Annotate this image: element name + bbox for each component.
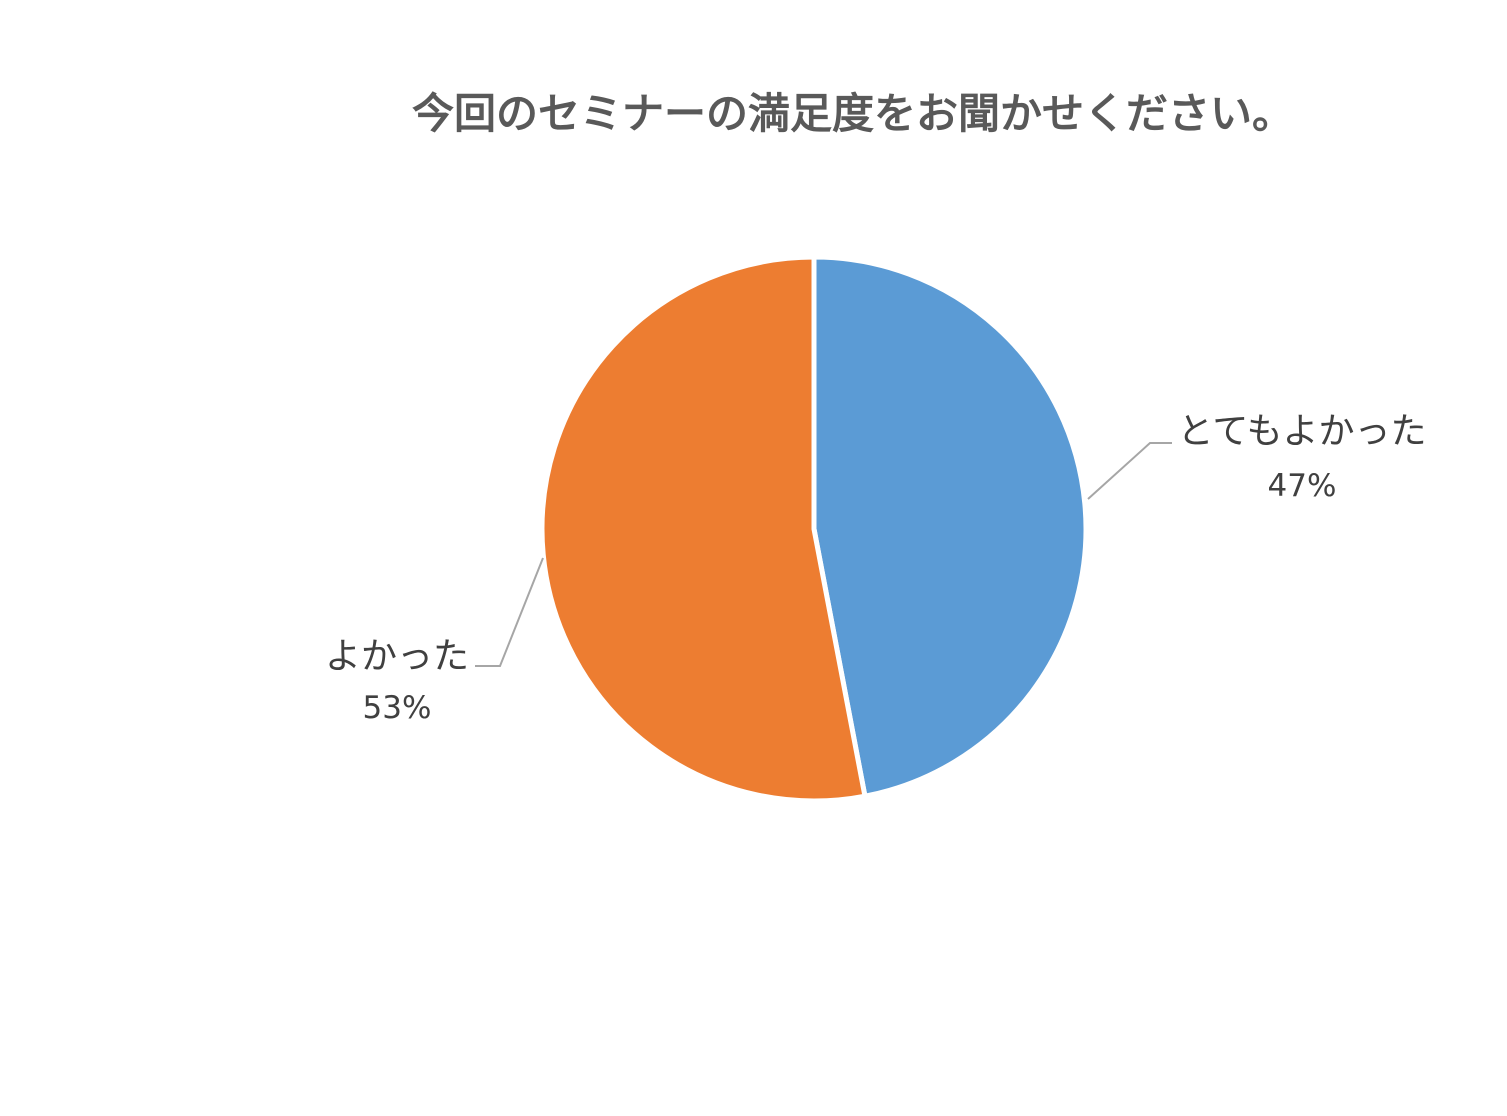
data-label-category-2: よかった <box>325 636 469 677</box>
data-label-category-1: とてもよかった <box>1177 411 1426 452</box>
pie-slice-2 <box>539 254 868 804</box>
data-label-group-2: よかった 53% <box>325 636 469 726</box>
leader-line-1 <box>1087 442 1172 500</box>
pie-slices <box>539 254 1089 804</box>
leader-lines <box>475 442 1172 667</box>
chart-title: 今回のセミナーの満足度をお聞かせください。 <box>412 89 1294 138</box>
data-label-percent-1: 47% <box>1268 468 1337 504</box>
leader-line-2 <box>475 557 544 667</box>
data-label-percent-2: 53% <box>363 690 432 726</box>
data-label-group-1: とてもよかった 47% <box>1177 411 1426 504</box>
pie-slice-1 <box>811 254 1089 799</box>
